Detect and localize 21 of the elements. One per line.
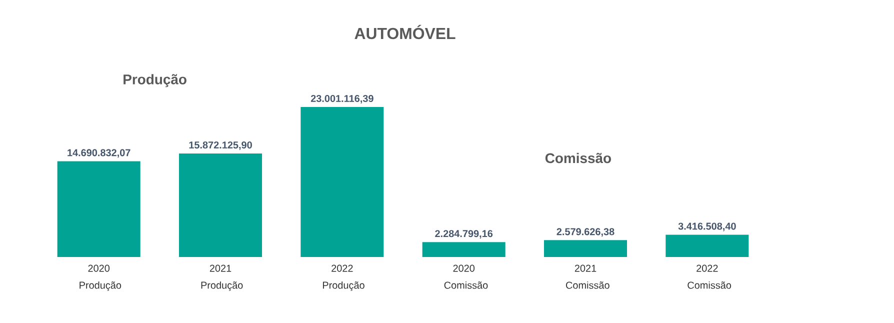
- data-label: 2.284.799,16: [435, 230, 493, 239]
- x-tick-label: 2020 Comissão: [444, 264, 488, 289]
- chart-title: AUTOMÓVEL: [354, 24, 456, 40]
- data-label: 23.001.116,39: [310, 94, 374, 104]
- data-label: 2.579.626,38: [556, 228, 614, 237]
- x-tick-label: 2021 Produção: [201, 264, 243, 291]
- data-label: 3.416.508,40: [678, 222, 736, 232]
- text: Produção: [124, 74, 186, 88]
- x-tick-label: 2022 Produção: [322, 264, 364, 291]
- bar: [300, 107, 384, 257]
- x-tick-label: 2020 Produção: [80, 264, 122, 291]
- bar: [544, 240, 628, 257]
- data-label: 14.690.832,07: [68, 149, 130, 158]
- bar: [666, 234, 749, 257]
- x-tick-label: 2021 Comissão: [566, 264, 610, 289]
- x-tick-label: 2022 Comissão: [688, 264, 732, 289]
- data-label: 15.872.125,90: [189, 141, 252, 150]
- annotation: Comissão: [545, 152, 611, 164]
- bar: [422, 242, 506, 257]
- bar: [57, 161, 140, 257]
- bar: [179, 153, 262, 257]
